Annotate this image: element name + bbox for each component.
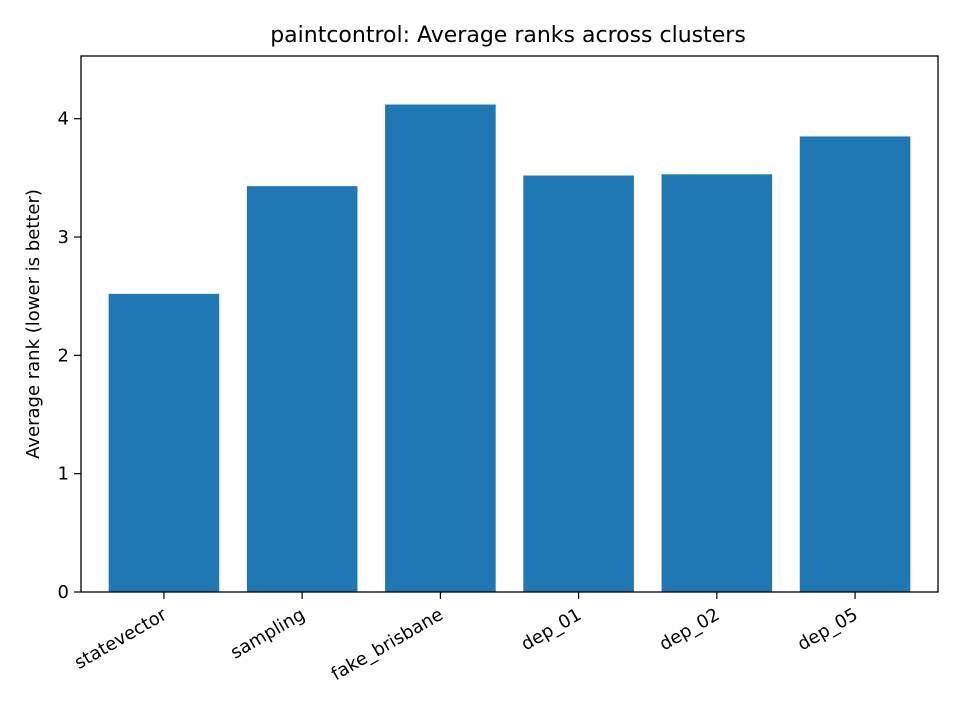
y-tick-label: 0 <box>58 582 69 603</box>
bar-dep_05 <box>799 136 911 592</box>
x-tick-label: sampling <box>227 604 309 663</box>
x-tick-label: dep_01 <box>518 604 586 655</box>
plot-area: statevector sampling fake_brisbane dep_01 de… <box>58 55 939 685</box>
y-tick-label: 4 <box>58 109 69 130</box>
y-tick-label: 1 <box>58 464 69 485</box>
bar-dep_01 <box>523 175 634 592</box>
x-tick-label: dep_05 <box>794 604 862 655</box>
bar-statevector <box>108 293 220 592</box>
x-tick-label: statevector <box>71 604 171 674</box>
chart-title: paintcontrol: Average ranks across clust… <box>270 23 746 48</box>
x-tick-label: fake_brisbane <box>328 604 447 685</box>
axes-frame <box>80 55 939 593</box>
bar-dep_02 <box>661 174 773 592</box>
bar-sampling <box>246 186 358 592</box>
y-tick-label: 2 <box>58 345 69 366</box>
y-axis-label: Average rank (lower is better) <box>23 189 44 459</box>
x-tick-label: dep_02 <box>656 604 724 655</box>
bar-fake_brisbane <box>385 104 496 592</box>
y-tick-label: 3 <box>58 227 69 248</box>
